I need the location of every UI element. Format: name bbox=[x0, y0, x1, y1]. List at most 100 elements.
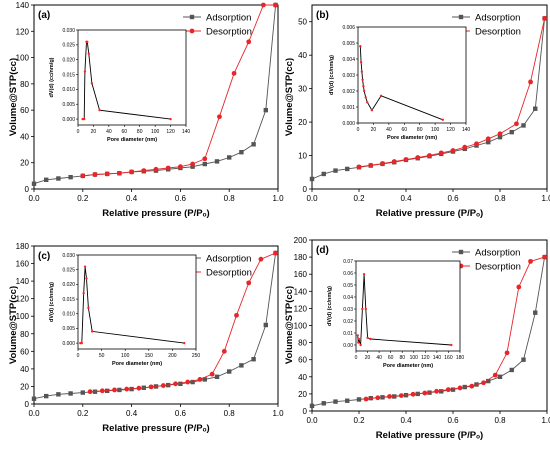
inset-y-tick-label: 0.025 bbox=[62, 43, 75, 49]
x-tick-label: 0.2 bbox=[77, 194, 89, 203]
inset-x-tick-label: 0 bbox=[77, 353, 80, 359]
desorption-point bbox=[410, 391, 416, 397]
x-tick-label: 0.0 bbox=[28, 194, 40, 203]
inset-x-tick-label: 40 bbox=[376, 355, 382, 361]
desorption-point bbox=[514, 121, 519, 127]
desorption-point bbox=[117, 170, 122, 176]
desorption-point bbox=[492, 372, 498, 378]
inset-x-tick-label: 100 bbox=[431, 127, 440, 133]
inset-y-tick-label: 0.030 bbox=[62, 253, 75, 259]
adsorption-point bbox=[251, 357, 256, 362]
desorption-point bbox=[234, 312, 239, 318]
x-tick-label: 0.4 bbox=[400, 416, 412, 425]
adsorption-point bbox=[202, 377, 207, 382]
inset-y-tick-label: 0.00 bbox=[343, 343, 353, 349]
desorption-point bbox=[99, 388, 105, 394]
inset-distribution-line bbox=[357, 274, 452, 346]
desorption-point bbox=[260, 2, 266, 8]
y-tick-label: 120 bbox=[16, 27, 30, 36]
x-tick-label: 0.6 bbox=[175, 409, 187, 418]
inset-frame bbox=[357, 26, 467, 124]
desorption-point bbox=[450, 148, 456, 153]
inset-frame bbox=[355, 260, 461, 352]
y-tick-label: 80 bbox=[20, 80, 29, 89]
panel-label: (d) bbox=[316, 245, 329, 256]
desorption-point bbox=[434, 388, 439, 394]
panel-1: 0.0 0.2 0.4 0.6 0.8 1.0 0 20 40 60 80 100 120 140 Rela… bbox=[8, 1, 284, 219]
series-line-desorption bbox=[366, 256, 545, 400]
adsorption-point bbox=[345, 398, 350, 403]
legend-marker-circle bbox=[189, 28, 195, 34]
adsorption-point bbox=[521, 357, 526, 362]
inset-x-axis-title: Pore diameter (nm) bbox=[107, 137, 157, 143]
desorption-point bbox=[104, 171, 110, 177]
inset-x-tick-label: 50 bbox=[99, 353, 105, 359]
x-tick-label: 0.6 bbox=[175, 194, 187, 203]
inset-y-tick-label: 0.005 bbox=[342, 41, 355, 47]
desorption-point bbox=[165, 165, 171, 171]
x-tick-label: 0.6 bbox=[447, 194, 459, 203]
panel-2: 0.0 0.2 0.4 0.6 0.8 1.0 0 10 20 30 40 50 Relative pr… bbox=[284, 4, 550, 219]
inset-point bbox=[83, 265, 87, 268]
inset-x-tick-label: 80 bbox=[399, 355, 405, 361]
inset-point bbox=[356, 334, 359, 337]
desorption-point bbox=[190, 161, 196, 167]
adsorption-point bbox=[31, 396, 37, 401]
inset-y-tick-label: 0.004 bbox=[342, 57, 355, 63]
inset-point bbox=[379, 94, 383, 98]
desorption-point bbox=[438, 150, 444, 156]
y-tick-label: 120 bbox=[16, 295, 30, 304]
x-tick-label: 1.0 bbox=[541, 194, 550, 203]
y-tick-label: 40 bbox=[298, 373, 307, 382]
adsorption-point bbox=[333, 168, 338, 173]
y-tick-label: 40 bbox=[20, 365, 29, 374]
inset-point bbox=[87, 52, 91, 55]
desorption-point bbox=[148, 384, 154, 390]
inset-point bbox=[366, 336, 369, 339]
x-axis-title: Relative pressure (P/Pₒ) bbox=[102, 423, 209, 434]
x-axis-title: Relative pressure (P/Pₒ) bbox=[376, 208, 483, 219]
inset-y-axis-title: dV(d) (cc/nm/g) bbox=[327, 286, 333, 326]
adsorption-point bbox=[190, 379, 195, 385]
inset-x-tick-label: 20 bbox=[91, 129, 97, 135]
adsorption-point bbox=[486, 139, 491, 145]
y-tick-label: 0 bbox=[25, 400, 30, 409]
y-tick-label: 140 bbox=[294, 287, 308, 296]
desorption-point bbox=[528, 79, 533, 85]
inset-y-tick-label: 0.015 bbox=[62, 297, 75, 303]
desorption-point bbox=[542, 15, 548, 21]
y-tick-label: 60 bbox=[20, 106, 29, 115]
inset-x-tick-label: 0 bbox=[355, 355, 358, 361]
x-tick-label: 0.2 bbox=[353, 416, 365, 425]
inset-y-tick-label: 0.03 bbox=[343, 307, 353, 313]
inset-y-axis-title: dV(d) (cc/nm/g) bbox=[329, 55, 335, 95]
inset-y-tick-label: 0.030 bbox=[62, 28, 75, 34]
inset-frame bbox=[77, 254, 197, 350]
series-line-desorption bbox=[358, 18, 546, 168]
desorption-point bbox=[231, 70, 237, 76]
adsorption-point bbox=[190, 164, 195, 169]
y-tick-label: 180 bbox=[16, 242, 30, 251]
inset-point bbox=[361, 307, 364, 311]
x-tick-label: 1.0 bbox=[272, 194, 284, 203]
plot-frame bbox=[33, 245, 279, 405]
adsorption-point bbox=[202, 161, 207, 167]
y-tick-label: 180 bbox=[294, 253, 308, 262]
desorption-point bbox=[398, 393, 404, 399]
y-tick-label: 20 bbox=[298, 390, 307, 399]
desorption-point bbox=[462, 144, 468, 150]
panel-label: (c) bbox=[38, 251, 50, 262]
y-tick-label: 80 bbox=[298, 339, 307, 348]
inset-x-tick-label: 20 bbox=[365, 355, 371, 361]
desorption-point bbox=[185, 379, 191, 385]
adsorption-point bbox=[239, 363, 244, 368]
inset-point bbox=[370, 109, 374, 112]
inset-y-axis-title: dV(d) (cc/nm/g) bbox=[49, 282, 55, 322]
inset-point bbox=[441, 118, 445, 122]
desorption-point bbox=[474, 141, 479, 147]
x-tick-label: 0.8 bbox=[494, 416, 506, 425]
x-tick-label: 0.8 bbox=[224, 409, 236, 418]
desorption-point bbox=[136, 385, 142, 391]
inset-y-tick-label: 0.025 bbox=[62, 267, 75, 273]
inset-point bbox=[85, 277, 88, 280]
